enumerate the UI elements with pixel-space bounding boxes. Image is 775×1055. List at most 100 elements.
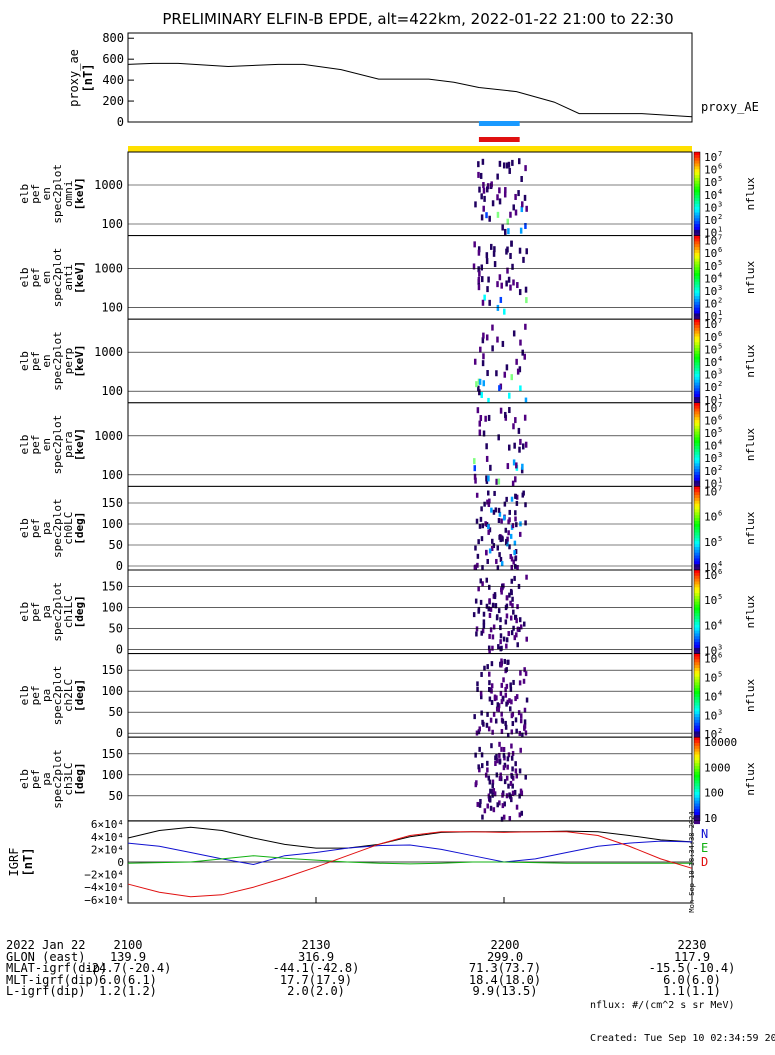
colorbar-tick-label: 10	[704, 356, 717, 369]
spec-cell	[486, 767, 489, 773]
colorbar-band	[694, 647, 700, 652]
colorbar-band	[694, 350, 700, 355]
ae-ytick-label: 800	[102, 31, 124, 45]
colorbar-band	[694, 662, 700, 666]
colorbar-band	[694, 774, 700, 778]
colorbar-band	[694, 469, 700, 473]
spec-cell	[479, 690, 483, 696]
spec-cell	[510, 755, 514, 761]
colorbar-band	[694, 503, 700, 507]
spec-cell	[510, 578, 514, 584]
colorbar-band	[694, 544, 700, 548]
footer-cell: 1.1(1.1)	[663, 984, 721, 998]
spec-cell	[516, 604, 519, 610]
spec-cell	[497, 434, 500, 441]
spec-cell	[505, 248, 508, 255]
spec-cell	[508, 509, 511, 515]
spec-ytick-label: 1000	[94, 178, 123, 192]
spec-cell	[488, 598, 491, 604]
spec-cell	[487, 490, 490, 496]
spec-ylabel-line: spec2plot	[51, 248, 64, 308]
colorbar-band	[694, 451, 700, 456]
spec-cell	[522, 678, 526, 684]
colorbar-band	[694, 177, 700, 182]
spec-cell	[477, 171, 480, 178]
spec-cell	[474, 752, 477, 758]
spec-ylabel-line: [deg]	[73, 512, 86, 545]
footer-row-label: L-igrf(dip)	[6, 984, 86, 998]
colorbar-band	[694, 549, 700, 554]
spec-cell	[507, 161, 511, 168]
spec-cell	[491, 345, 494, 352]
colorbar-tick-exponent: 5	[718, 535, 722, 543]
spec-cell	[488, 795, 492, 801]
colorbar-band	[694, 235, 700, 239]
colorbar-band	[694, 766, 700, 770]
spec-cell	[487, 276, 490, 283]
plot-title: PRELIMINARY ELFIN-B EPDE, alt=422km, 202…	[162, 10, 673, 28]
colorbar-band	[694, 224, 700, 228]
colorbar-band	[694, 621, 700, 626]
colorbar-tick-exponent: 1	[718, 226, 722, 234]
footer-cell: 6.0(6.0)	[663, 972, 721, 987]
colorbar-tick-exponent: 4	[718, 271, 722, 279]
colorbar-band	[694, 633, 700, 637]
spec-cell	[505, 683, 509, 689]
colorbar-band	[694, 195, 700, 199]
spec-ytick-label: 0	[116, 643, 123, 657]
spec-cell	[501, 792, 504, 798]
spec-cell	[477, 161, 480, 168]
colorbar-band	[694, 471, 700, 476]
colorbar-band	[694, 650, 700, 655]
spec-cell	[511, 480, 515, 487]
spec-ylabel-line: anti	[62, 264, 75, 291]
colorbar-band	[694, 541, 700, 545]
spec-cell	[495, 370, 498, 377]
spec-cell	[505, 280, 508, 287]
spec-cell	[507, 752, 511, 758]
spec-cell	[501, 340, 505, 347]
spec-cell	[485, 258, 489, 265]
spec-ylabel-line: spec2plot	[51, 666, 64, 726]
spec-cell	[510, 773, 514, 779]
spec-cell	[472, 612, 476, 618]
spec-cell	[518, 446, 521, 453]
spec-ytick-label: 0	[116, 726, 123, 740]
spec-cell	[504, 720, 507, 726]
colorbar-band	[694, 642, 700, 646]
spec-cell	[518, 627, 521, 633]
colorbar-band	[694, 385, 700, 389]
colorbar-tick-label: 10	[704, 536, 717, 549]
spec-cell	[489, 805, 493, 811]
spec-cell	[481, 276, 484, 283]
spec-cell	[487, 529, 490, 535]
colorbar-band	[694, 789, 700, 793]
footer-row: MLT-igrf(dip) 6.0(6.1) 17.7(17.9) 18.4(18.0…	[0, 972, 775, 987]
spec-cell	[490, 683, 494, 689]
colorbar-band	[694, 365, 700, 369]
spec-cell	[507, 631, 510, 637]
colorbar-band	[694, 561, 700, 565]
spec-cell	[480, 694, 483, 700]
spec-cell	[497, 518, 501, 524]
spec-cell	[500, 682, 504, 688]
spec-cell	[473, 358, 477, 365]
spec-cell	[476, 687, 479, 693]
colorbar-tick-label: 10	[704, 227, 717, 240]
colorbar-band	[694, 241, 700, 245]
spec-cell	[503, 779, 507, 785]
spec-cell	[497, 507, 501, 513]
colorbar-tick-label: 10	[704, 414, 717, 427]
colorbar-band	[694, 270, 700, 274]
spec-ylabel-line: pef	[29, 351, 42, 371]
colorbar-band	[694, 373, 700, 378]
spec-cell	[491, 602, 495, 608]
spec-cell	[500, 816, 504, 822]
spec-cell	[514, 516, 517, 522]
colorbar-band	[694, 630, 700, 634]
colorbar-band	[694, 572, 700, 577]
spec-ylabel-line: pef	[29, 518, 42, 538]
